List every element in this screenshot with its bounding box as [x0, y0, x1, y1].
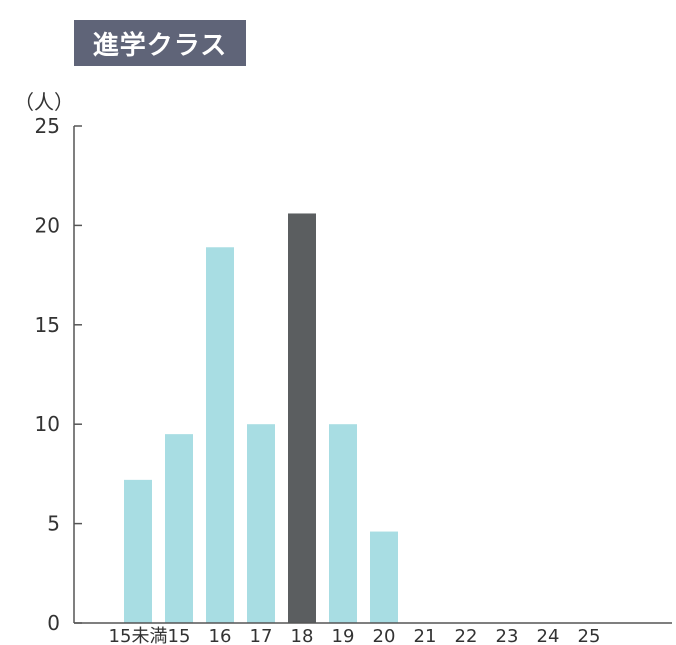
x-tick-label: 19 — [332, 626, 355, 645]
bar-17 — [247, 424, 275, 623]
x-tick-label: 15 — [168, 626, 191, 645]
x-tick-label: 16 — [209, 626, 232, 645]
x-tick-label: 21 — [414, 626, 437, 645]
chart-title-badge: 進学クラス — [74, 20, 246, 66]
x-tick-label: 23 — [496, 626, 519, 645]
x-axis-ticks: 15未満 15 16 17 18 19 20 21 22 23 24 25 — [109, 626, 601, 645]
x-tick-label: 22 — [455, 626, 478, 645]
y-tick-label: 20 — [35, 213, 60, 237]
bars — [124, 213, 398, 624]
y-tick-label: 10 — [35, 412, 60, 436]
y-axis-ticks: 0 5 10 15 20 25 — [35, 114, 82, 635]
x-tick-label: 20 — [373, 626, 396, 645]
y-tick-label: 0 — [47, 611, 60, 635]
x-tick-label: 17 — [250, 626, 273, 645]
bar-15未満 — [124, 479, 152, 623]
bar-16 — [206, 247, 234, 623]
y-tick-label: 5 — [47, 512, 60, 536]
x-tick-label: 18 — [291, 626, 314, 645]
x-tick-label: 24 — [537, 626, 560, 645]
x-tick-label: 15未満 — [109, 626, 168, 645]
y-axis-unit-label: （人） — [14, 90, 74, 114]
x-tick-label: 25 — [578, 626, 601, 645]
bar-20 — [370, 531, 398, 623]
axes — [73, 126, 672, 624]
bar-19 — [329, 424, 357, 623]
bar-15 — [165, 434, 193, 623]
y-tick-label: 25 — [35, 114, 60, 138]
bar-18 — [288, 213, 316, 624]
y-tick-label: 15 — [35, 313, 60, 337]
